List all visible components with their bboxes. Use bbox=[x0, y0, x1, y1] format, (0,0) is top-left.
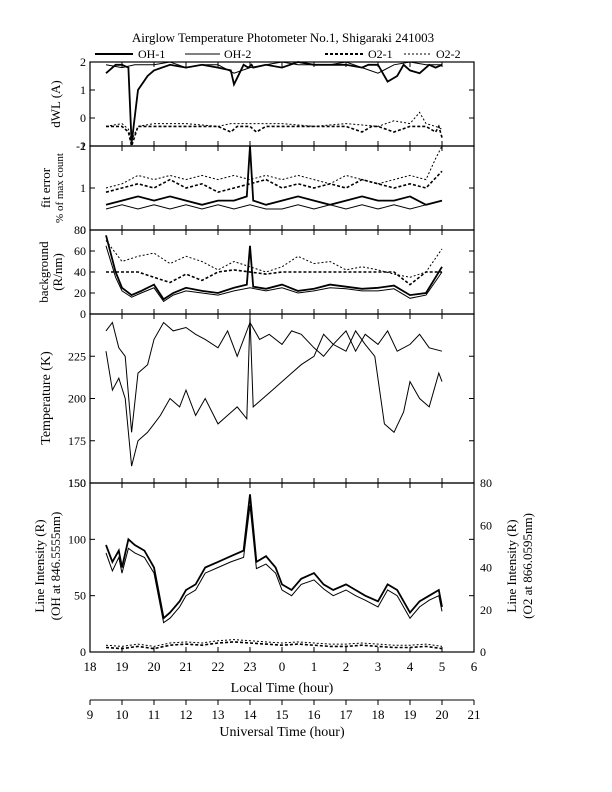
ylabel-background-2: (R/nm) bbox=[50, 253, 65, 291]
ylabel-fit-error-2: % of max count bbox=[54, 153, 66, 223]
legend-o21: O2-1 bbox=[368, 47, 393, 61]
x-tick-label-local: 20 bbox=[148, 659, 161, 674]
ylabel-fit-error: fit error bbox=[38, 167, 53, 208]
ticks-layer: 1891910201121122213231401511621731841952… bbox=[68, 55, 492, 722]
series-layer bbox=[105, 61, 443, 650]
x-tick-label-local: 3 bbox=[375, 659, 382, 674]
x-tick-label-ut: 18 bbox=[372, 707, 385, 722]
ylabel-intensity-right-2: (O2 at 866.0595nm) bbox=[520, 513, 535, 619]
series-background-oh-1 bbox=[105, 235, 443, 301]
x-tick-label-ut: 17 bbox=[340, 707, 354, 722]
x-tick-label-ut: 13 bbox=[212, 707, 225, 722]
x-tick-label-ut: 10 bbox=[116, 707, 129, 722]
series-temperature-o2 bbox=[105, 321, 443, 433]
y-tick-label-background: 40 bbox=[74, 265, 86, 279]
series-dwl-o2-2 bbox=[105, 111, 443, 142]
y-tick-label-dwl: 2 bbox=[80, 55, 86, 69]
x-tick-label-local: 0 bbox=[279, 659, 286, 674]
x-tick-label-local: 6 bbox=[471, 659, 478, 674]
x-tick-label-local: 19 bbox=[116, 659, 129, 674]
x-tick-label-ut: 15 bbox=[276, 707, 289, 722]
panel-background-frame bbox=[89, 229, 475, 315]
series-fit-error-o2-1 bbox=[105, 170, 443, 194]
x-tick-label-ut: 11 bbox=[148, 707, 161, 722]
x-tick-label-ut: 9 bbox=[87, 707, 94, 722]
xlabel-ut: Universal Time (hour) bbox=[219, 725, 345, 740]
figure-title: Airglow Temperature Photometer No.1, Shi… bbox=[132, 30, 434, 45]
y-tick-label-background: 20 bbox=[74, 286, 86, 300]
x-tick-label-ut: 20 bbox=[436, 707, 449, 722]
x-tick-label-ut: 16 bbox=[308, 707, 322, 722]
ylabel-background: background bbox=[36, 241, 51, 303]
panel-intensity-frame bbox=[89, 482, 475, 653]
series-fit-error-oh-1 bbox=[105, 145, 443, 206]
x-tick-label-ut: 14 bbox=[244, 707, 258, 722]
legend-o22: O2-2 bbox=[436, 47, 461, 61]
legend-oh2: OH-2 bbox=[224, 47, 251, 61]
y-tick-label-right: 0 bbox=[480, 645, 486, 659]
y-tick-label-temperature: 225 bbox=[68, 349, 86, 363]
y-tick-label-dwl: 0 bbox=[80, 111, 86, 125]
y-tick-label-temperature: 200 bbox=[68, 392, 86, 406]
y-tick-label-fit-error: 0 bbox=[80, 223, 86, 237]
series-intensity-o2-2 bbox=[105, 639, 443, 647]
y-tick-label-background: 0 bbox=[80, 307, 86, 321]
y-tick-label-background: 60 bbox=[74, 244, 86, 258]
ylabel-temperature: Temperature (K) bbox=[39, 351, 54, 445]
series-intensity-oh-1 bbox=[105, 494, 443, 620]
panel-temperature-frame bbox=[89, 313, 475, 484]
series-intensity-o2-1 bbox=[105, 641, 443, 650]
series-background-oh-2 bbox=[105, 245, 443, 303]
y-tick-label-intensity: 100 bbox=[68, 532, 86, 546]
x-tick-label-local: 5 bbox=[439, 659, 446, 674]
legend-oh1: OH-1 bbox=[138, 47, 165, 61]
ylabel-dwl: dWL (A) bbox=[48, 80, 63, 128]
y-tick-label-intensity: 50 bbox=[74, 589, 86, 603]
series-fit-error-o2-2 bbox=[105, 145, 443, 189]
panel-fit-error-frame bbox=[89, 145, 475, 231]
x-tick-label-local: 21 bbox=[180, 659, 193, 674]
x-tick-label-local: 18 bbox=[84, 659, 97, 674]
y-tick-label-intensity: 150 bbox=[68, 476, 86, 490]
y-tick-label-fit-error: 1 bbox=[80, 181, 86, 195]
ylabel-intensity: Line Intensity (R) bbox=[32, 519, 47, 612]
series-temperature-oh bbox=[105, 317, 443, 467]
ylabel-intensity-right: Line Intensity (R) bbox=[504, 519, 519, 612]
y-tick-label-fit-error: 2 bbox=[80, 139, 86, 153]
series-dwl-oh-2 bbox=[105, 61, 442, 74]
y-tick-label-right: 40 bbox=[480, 561, 492, 575]
y-tick-label-right: 80 bbox=[480, 476, 492, 490]
x-tick-label-local: 23 bbox=[244, 659, 257, 674]
series-background-o2-1 bbox=[106, 269, 442, 286]
series-fit-error-oh-2 bbox=[105, 200, 443, 210]
y-tick-label-right: 20 bbox=[480, 603, 492, 617]
series-background-o2-2 bbox=[105, 240, 443, 278]
x-tick-label-local: 2 bbox=[343, 659, 350, 674]
y-tick-label-dwl: 1 bbox=[80, 83, 86, 97]
x-tick-label-local: 4 bbox=[407, 659, 414, 674]
y-tick-label-intensity: 0 bbox=[80, 645, 86, 659]
x-tick-label-ut: 21 bbox=[468, 707, 481, 722]
y-tick-label-right: 60 bbox=[480, 518, 492, 532]
ylabel-intensity-2: (OH at 846.5555nm) bbox=[48, 512, 63, 621]
series-dwl-o2-1 bbox=[106, 124, 443, 149]
y-tick-label-background: 80 bbox=[74, 223, 86, 237]
panel-dwl-frame bbox=[89, 61, 475, 147]
x-tick-label-ut: 19 bbox=[404, 707, 417, 722]
y-tick-label-temperature: 175 bbox=[68, 434, 86, 448]
xlabel-local: Local Time (hour) bbox=[231, 681, 334, 696]
x-tick-label-local: 1 bbox=[311, 659, 318, 674]
y-tick-label-temperature: 150 bbox=[68, 476, 86, 490]
y-tick-label-dwl: -1 bbox=[76, 139, 86, 153]
legend: OH-1 OH-2 O2-1 O2-2 bbox=[95, 47, 461, 61]
series-intensity-oh-2 bbox=[105, 505, 443, 624]
x-tick-label-ut: 12 bbox=[180, 707, 193, 722]
series-dwl-oh-1 bbox=[105, 61, 443, 144]
x-tick-label-local: 22 bbox=[212, 659, 225, 674]
